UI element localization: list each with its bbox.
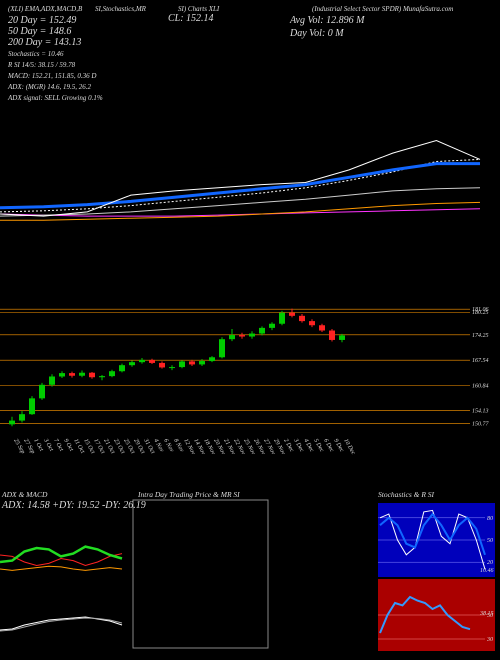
candle-body	[209, 357, 215, 362]
panel-title: ADX & MACD	[1, 490, 48, 499]
indicator-line: 200 Day = 143.13	[8, 37, 81, 48]
candle-body	[249, 333, 255, 337]
indicator-line: ADX signal: SELL Growing 0.1%	[7, 94, 103, 102]
candle-body	[139, 359, 145, 363]
y-tick-label: 174.25	[472, 332, 489, 339]
series-line	[0, 187, 481, 217]
x-tick-label: 1 Oct	[32, 438, 44, 453]
series-line	[0, 545, 123, 564]
candle-body	[279, 312, 285, 324]
candle-body	[229, 335, 235, 340]
y-tick-label: 50	[487, 538, 493, 544]
candle-body	[49, 376, 55, 385]
x-tick-label: 9 Oct	[62, 438, 74, 453]
indicator-line: MACD: 152.21, 151.85, 0.36 D	[7, 72, 96, 80]
candle-body	[119, 365, 125, 372]
y-tick-label: 30	[486, 637, 493, 643]
source: (Industrial Select Sector SPDR) MunafaSu…	[312, 5, 453, 13]
candle-body	[29, 398, 35, 415]
header: (XLI) EMA,ADX,MACD,B SI,Stochastics,MR S…	[8, 5, 453, 39]
series-line	[0, 553, 123, 567]
panel-title: Intra Day Trading Price & MR SI	[137, 490, 240, 499]
candle-body	[219, 339, 225, 358]
indicator-line: 20 Day = 152.49	[8, 15, 76, 26]
candle-body	[169, 367, 175, 369]
y-tick-label: 181.06	[472, 307, 489, 313]
y-tick-label: 180.25	[472, 310, 489, 316]
avg-vol: Avg Vol: 12.896 M	[289, 15, 365, 26]
adx-label: ADX: 14.58 +DY: 19.52 -DY: 26.19	[1, 500, 146, 511]
y-tick-label: 167.54	[472, 357, 489, 364]
series-line	[0, 617, 123, 632]
candle-body	[79, 372, 85, 376]
candle-body	[99, 376, 105, 378]
series-line	[0, 139, 481, 217]
candle-body	[129, 362, 135, 366]
title: SI,Stochastics,MR	[95, 5, 147, 13]
candle-body	[9, 420, 15, 425]
candle-body	[309, 321, 315, 326]
close-price: CL: 152.14	[168, 13, 214, 24]
candle-body	[69, 373, 75, 376]
candle-body	[149, 359, 155, 363]
candle-body	[89, 372, 95, 378]
stoch-value: 10.46	[480, 567, 494, 574]
candle-body	[199, 361, 205, 365]
candle-body	[189, 361, 195, 365]
y-tick-label: 150.77	[472, 421, 490, 427]
candle-body	[289, 312, 295, 316]
y-tick-label: 160.84	[472, 382, 489, 389]
series-line	[0, 616, 123, 631]
y-tick-label: 20	[487, 560, 493, 566]
y-tick-label: 80	[487, 516, 493, 522]
rsi-value: 38.15	[479, 611, 494, 617]
candle-body	[329, 330, 335, 340]
series-line	[379, 595, 471, 634]
candle-body	[59, 373, 65, 377]
indicator-line: R SI 14/5: 38.15 / 59.78	[7, 61, 76, 69]
candle-body	[299, 315, 305, 322]
series-line	[379, 512, 486, 556]
candle-body	[269, 323, 275, 328]
series-line	[0, 565, 123, 571]
candle-body	[19, 414, 25, 421]
x-tick-label: 7 Oct	[52, 438, 64, 453]
panel-title: Stochastics & R SI	[378, 490, 435, 499]
day-vol: Day Vol: 0 M	[289, 28, 344, 39]
indicator-line: 50 Day = 148.6	[8, 26, 71, 37]
indicator-line: ADX: (MGR) 14.6, 19.5, 26.2	[7, 83, 92, 91]
indicator-line: Stochastics = 10.46	[8, 50, 64, 58]
series-line	[0, 158, 481, 213]
candle-body	[159, 362, 165, 368]
series-line	[0, 162, 480, 210]
y-tick-label: 154.13	[472, 408, 489, 415]
y-tick-label: 50	[487, 613, 493, 619]
candle-body	[179, 361, 185, 368]
candle-body	[339, 335, 345, 340]
intraday-box	[132, 499, 269, 649]
candle-body	[239, 335, 245, 337]
candle-body	[319, 325, 325, 331]
series-line	[0, 201, 481, 221]
title: (XLI) EMA,ADX,MACD,B	[8, 5, 83, 13]
candle-body	[109, 371, 115, 377]
title: SI) Charts XLI	[178, 5, 220, 13]
candle-body	[259, 327, 265, 334]
candle-body	[39, 384, 45, 399]
